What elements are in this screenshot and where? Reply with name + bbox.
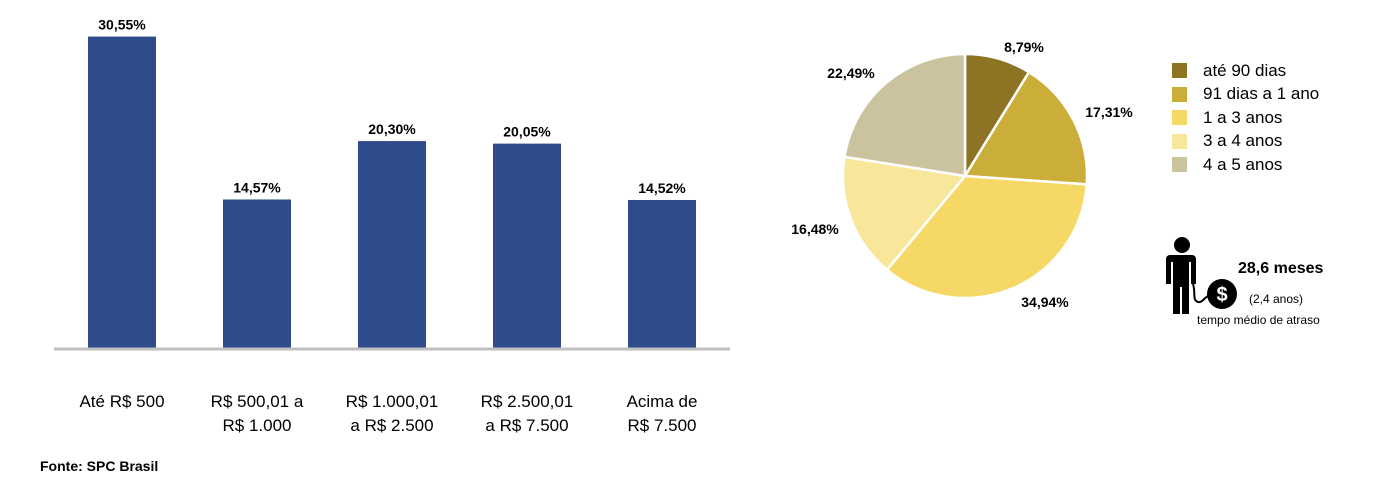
legend-item: 3 a 4 anos	[1172, 130, 1319, 154]
bar-value-label: 20,30%	[368, 121, 416, 137]
legend-item: 4 a 5 anos	[1172, 153, 1319, 177]
legend-label: 1 a 3 anos	[1203, 107, 1283, 127]
category-label: a R$ 7.500	[485, 416, 568, 435]
pie-slice	[962, 70, 1089, 186]
bar-value-label: 14,57%	[233, 179, 281, 195]
legend-item: 1 a 3 anos	[1172, 106, 1319, 130]
legend-item: até 90 dias	[1172, 59, 1319, 83]
average-delay-value: 28,6 meses	[1238, 260, 1324, 277]
pie-chart: 8,79% 17,31% 34,94% 16,48% 22,49%	[791, 39, 1133, 310]
average-delay-caption: tempo médio de atraso	[1197, 313, 1320, 327]
legend-label: 4 a 5 anos	[1203, 154, 1283, 174]
category-label: R$ 500,01 a	[211, 392, 304, 411]
legend-label: até 90 dias	[1203, 60, 1287, 80]
source-note: Fonte: SPC Brasil	[40, 458, 159, 474]
bar	[628, 199, 696, 348]
bar	[88, 36, 156, 348]
pie-legend: até 90 dias 91 dias a 1 ano 1 a 3 anos 3 a …	[1172, 59, 1319, 177]
legend-swatch	[1172, 63, 1187, 79]
pie-value-label: 22,49%	[827, 65, 875, 81]
pie-slice	[841, 155, 968, 272]
category-label: Até R$ 500	[79, 392, 164, 411]
bar	[223, 199, 291, 348]
person-with-dollar-icon: $	[1166, 237, 1237, 314]
legend-swatch	[1172, 86, 1187, 102]
legend-label: 91 dias a 1 ano	[1203, 84, 1320, 104]
pie-value-label: 8,79%	[1004, 39, 1044, 55]
category-label: R$ 1.000	[223, 416, 292, 435]
bar-value-label: 14,52%	[638, 180, 686, 196]
bar	[358, 141, 426, 348]
category-label: R$ 2.500,01	[481, 392, 574, 411]
pie-value-label: 34,94%	[1021, 294, 1069, 310]
average-delay-years: (2,4 anos)	[1249, 292, 1304, 306]
category-label: R$ 7.500	[628, 416, 697, 435]
bar-value-label: 30,55%	[98, 17, 146, 33]
svg-text:$: $	[1216, 284, 1227, 306]
legend-swatch	[1172, 157, 1187, 173]
pie-value-label: 16,48%	[791, 221, 839, 237]
legend-swatch	[1172, 110, 1187, 126]
category-label: Acima de	[627, 392, 698, 411]
category-label: R$ 1.000,01	[346, 392, 439, 411]
pie-slice	[843, 52, 967, 178]
bar	[493, 143, 561, 348]
pie-slice	[885, 174, 1089, 300]
bar-value-label: 20,05%	[503, 124, 551, 140]
pie-value-label: 17,31%	[1085, 104, 1133, 120]
bar-chart: 30,55% Até R$ 500 14,57% R$ 500,01 a R$ 1.00…	[54, 17, 730, 435]
legend-item: 91 dias a 1 ano	[1172, 83, 1319, 107]
legend-label: 3 a 4 anos	[1203, 131, 1283, 151]
legend-swatch	[1172, 133, 1187, 149]
category-label: a R$ 2.500	[350, 416, 433, 435]
